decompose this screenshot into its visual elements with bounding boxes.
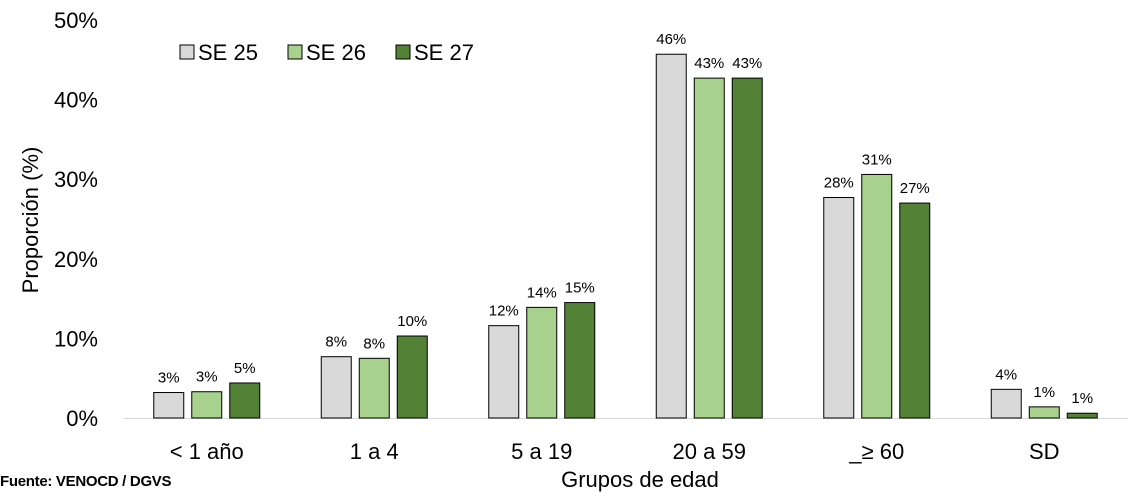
- data-label: 27%: [900, 180, 930, 197]
- bar: [396, 335, 428, 419]
- y-tick-label: 20%: [54, 247, 98, 272]
- y-axis-tick-labels: 0% 10% 20% 30% 40% 50%: [54, 8, 98, 431]
- bar: [823, 197, 855, 419]
- data-label: 43%: [694, 55, 724, 72]
- data-label: 12%: [489, 303, 519, 320]
- y-tick-label: 0%: [66, 406, 98, 431]
- category-label: 1 a 4: [350, 439, 399, 464]
- bar: [990, 388, 1022, 419]
- data-label: 1%: [1033, 384, 1055, 401]
- bar: [229, 382, 261, 419]
- bar: [358, 357, 390, 419]
- legend-label: SE 27: [414, 40, 474, 65]
- data-label: 43%: [732, 55, 762, 72]
- data-label: 10%: [397, 313, 427, 330]
- x-axis-title: Grupos de edad: [561, 467, 719, 492]
- category-label: _≥ 60: [848, 439, 904, 464]
- legend-swatch: [395, 44, 411, 60]
- bars: [153, 53, 1098, 419]
- data-label: 14%: [527, 284, 557, 301]
- data-label: 8%: [363, 335, 385, 352]
- data-label: 31%: [862, 151, 892, 168]
- data-label: 46%: [656, 31, 686, 48]
- bar: [526, 306, 558, 419]
- category-label: 20 a 59: [673, 439, 746, 464]
- legend-swatch: [287, 44, 303, 60]
- category-label: 5 a 19: [511, 439, 572, 464]
- y-tick-label: 40%: [54, 88, 98, 113]
- bar: [655, 53, 687, 419]
- data-label: 5%: [234, 360, 256, 377]
- data-label: 8%: [325, 334, 347, 351]
- legend-swatch: [179, 44, 195, 60]
- category-label: < 1 año: [170, 439, 244, 464]
- bar: [693, 77, 725, 419]
- y-tick-label: 50%: [54, 8, 98, 33]
- bar: [320, 356, 352, 419]
- bar: [564, 302, 596, 419]
- y-axis-title: Proporción (%): [18, 147, 43, 294]
- category-labels: < 1 año 1 a 4 5 a 19 20 a 59 _≥ 60 SD: [170, 439, 1060, 464]
- data-label: 15%: [565, 280, 595, 297]
- bar: [1066, 412, 1098, 419]
- category-label: SD: [1029, 439, 1060, 464]
- data-label: 3%: [196, 369, 218, 386]
- y-tick-label: 30%: [54, 167, 98, 192]
- bar: [488, 325, 520, 419]
- data-label: 3%: [158, 370, 180, 387]
- data-label: 1%: [1071, 390, 1093, 407]
- bar: [1028, 406, 1060, 419]
- bar: [191, 391, 223, 419]
- legend: SE 25 SE 26 SE 27: [179, 40, 474, 65]
- source-note: Fuente: VENOCD / DGVS: [0, 473, 172, 490]
- bar: [861, 173, 893, 419]
- bar: [899, 202, 931, 419]
- bar: [153, 392, 185, 419]
- data-label: 28%: [824, 175, 854, 192]
- y-tick-label: 10%: [54, 326, 98, 351]
- data-labels: 3% 3% 5% 8% 8% 10% 12% 14% 15% 46% 43% 43% 28% 31% 27%…: [158, 31, 1093, 407]
- bar: [731, 77, 763, 419]
- legend-label: SE 26: [306, 40, 366, 65]
- legend-label: SE 25: [198, 40, 258, 65]
- data-label: 4%: [995, 366, 1017, 383]
